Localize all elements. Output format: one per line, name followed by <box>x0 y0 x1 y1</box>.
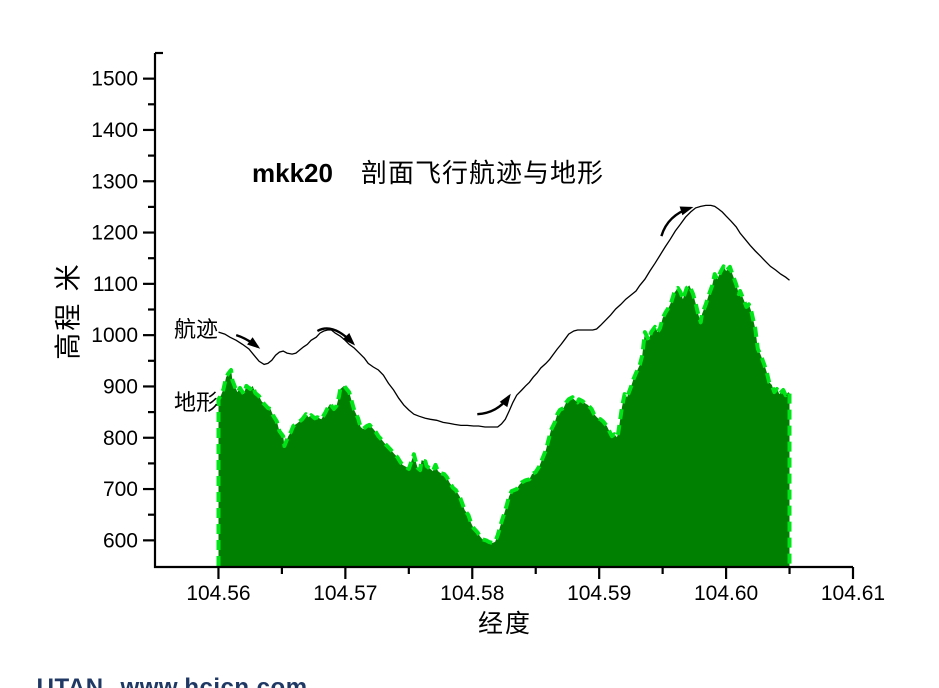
y-tick-label: 1500 <box>91 68 138 91</box>
y-tick-label: 1400 <box>91 119 138 142</box>
x-tick-label: 104.60 <box>694 582 758 605</box>
flight-direction-arrow-1 <box>235 333 261 349</box>
x-axis-title: 经度 <box>477 609 533 638</box>
footer-brand: UTAN <box>36 674 104 688</box>
axes <box>143 51 855 579</box>
y-axis-title: 高程 米 <box>53 262 85 360</box>
y-tick-label: 600 <box>103 529 138 552</box>
y-tick-label: 1100 <box>93 273 138 296</box>
flight-direction-arrow-4 <box>660 206 694 237</box>
arrowhead <box>499 393 511 408</box>
x-tick-label: 104.59 <box>567 582 631 605</box>
terrain-outline <box>216 264 792 566</box>
tick-labels: 600 700 800 900 1000 1100 1200 1300 1400 1500 104.… <box>91 68 885 605</box>
flight-direction-arrow-2 <box>316 327 356 346</box>
direction-arrows <box>235 206 694 416</box>
flight-path-label: 航迹 <box>174 318 219 343</box>
terrain-label: 地形 <box>174 391 219 416</box>
y-tick-label: 900 <box>103 375 138 398</box>
flight-path-line <box>218 204 790 428</box>
terrain-area <box>216 264 792 566</box>
footer-watermark: UTAN www.hcicn.com <box>10 646 308 688</box>
y-tick-label: 1300 <box>91 170 138 193</box>
flight-direction-arrow-3 <box>477 393 511 416</box>
y-tick-label: 700 <box>103 478 138 501</box>
x-tick-label: 104.57 <box>313 582 377 605</box>
y-tick-label: 1200 <box>91 222 138 245</box>
chart-title: mkk20 剖面飞行航迹与地形 <box>252 153 604 190</box>
x-tick-label: 104.61 <box>821 582 885 605</box>
terrain-fill <box>218 266 790 566</box>
y-tick-label: 1000 <box>91 324 138 347</box>
x-tick-label: 104.56 <box>186 582 250 605</box>
arrowhead <box>247 337 261 349</box>
x-tick-label: 104.58 <box>440 582 504 605</box>
arrowhead <box>342 333 356 346</box>
arrowhead <box>679 206 694 216</box>
chart-title-code: mkk20 <box>252 158 333 188</box>
y-tick-label: 800 <box>103 427 138 450</box>
chart-title-text: 剖面飞行航迹与地形 <box>360 159 604 189</box>
footer-url: www.hcicn.com <box>120 674 308 688</box>
